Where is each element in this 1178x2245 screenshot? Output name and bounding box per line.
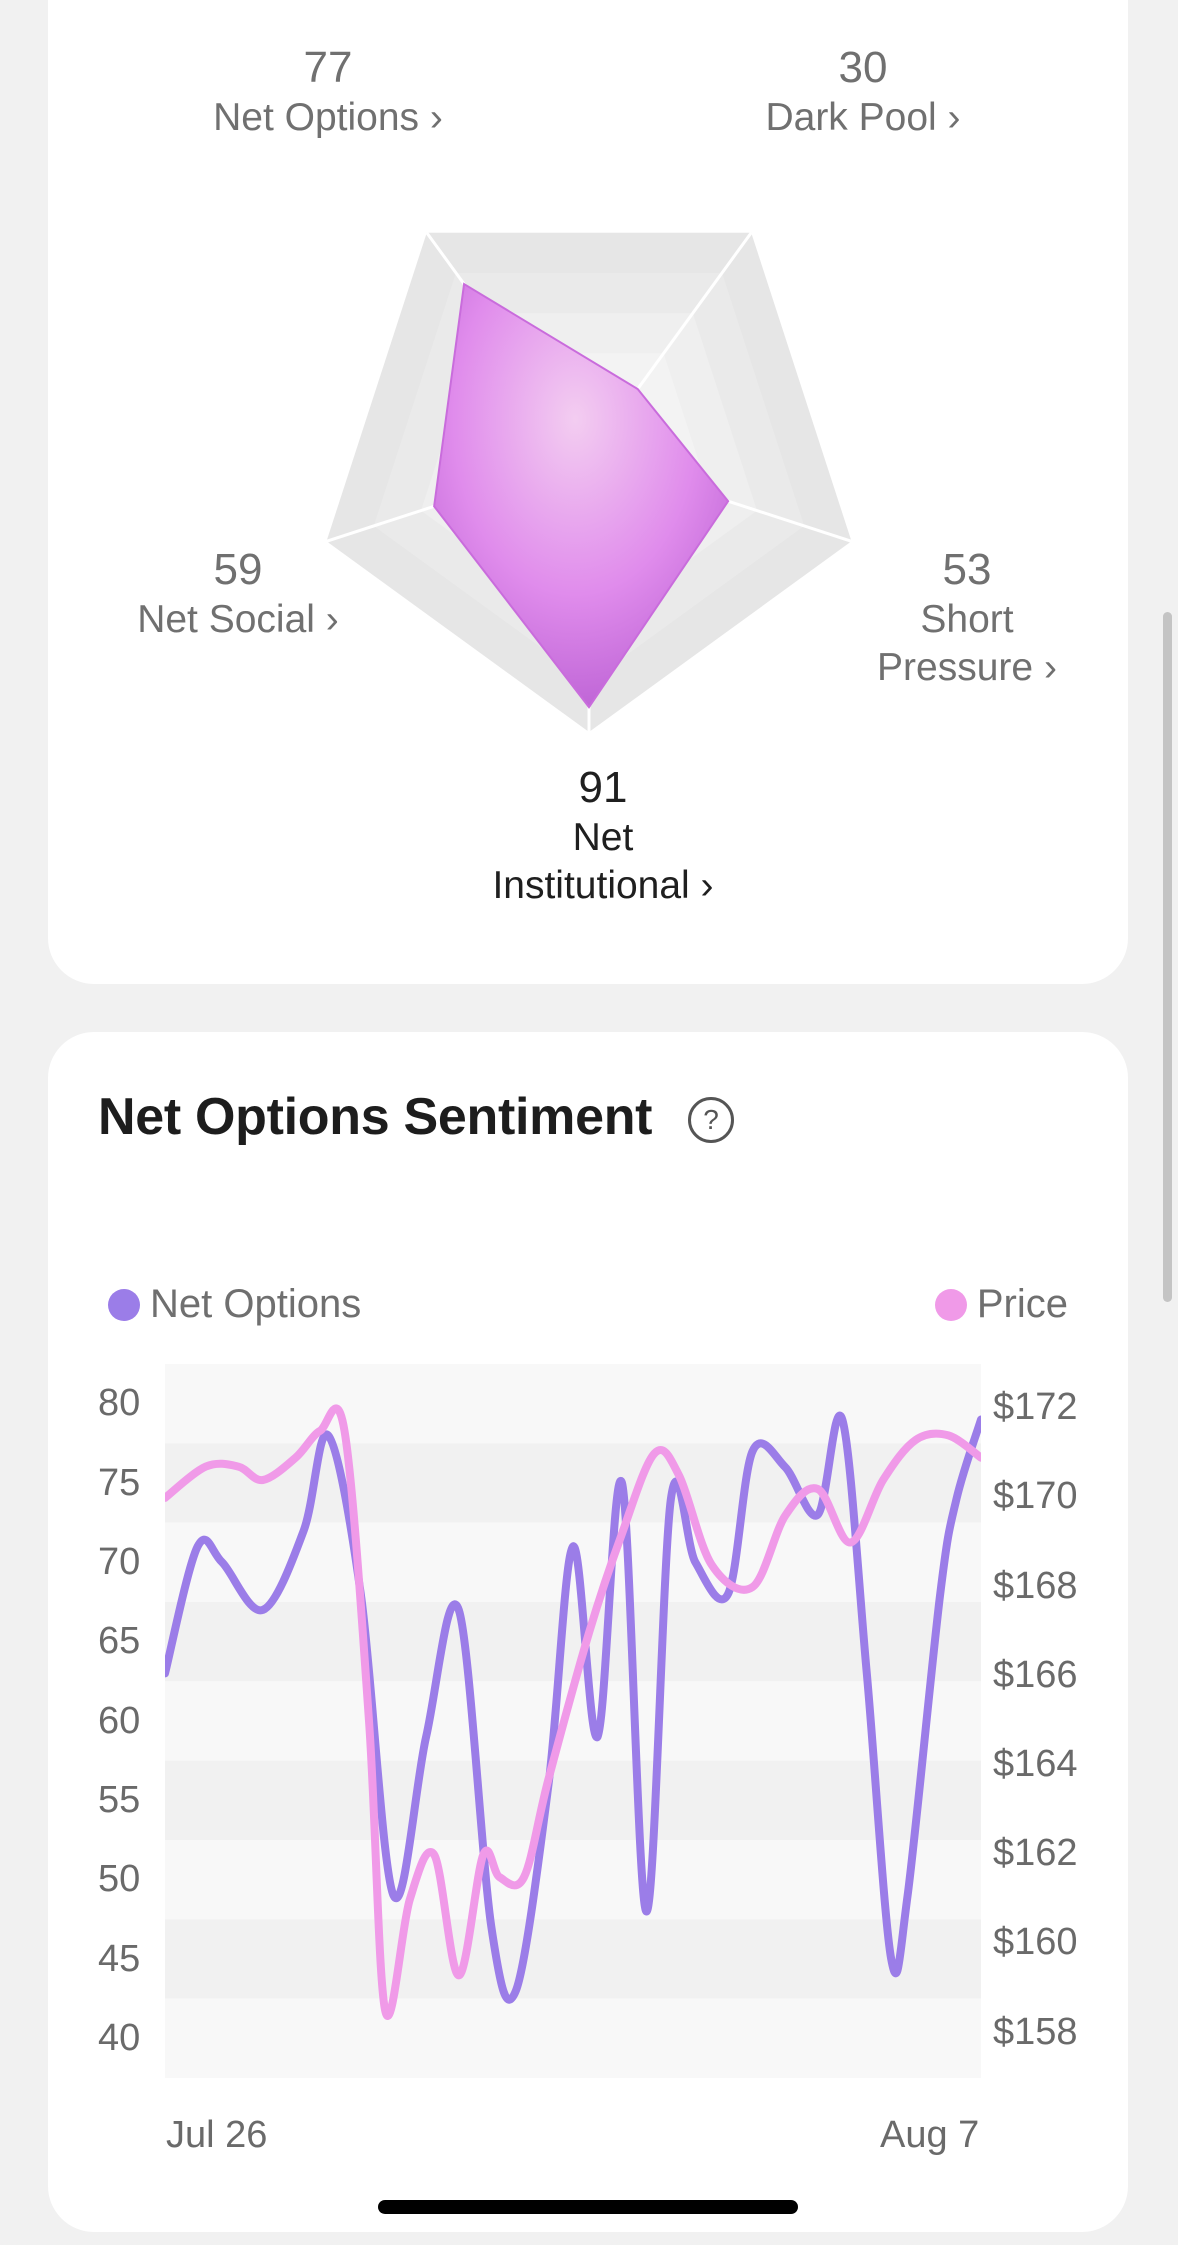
- y-left-tick: 80: [98, 1382, 141, 1424]
- radar-name-dark-pool: Dark Pool ›: [765, 96, 961, 139]
- radar-name-net-social: Net Social ›: [137, 598, 339, 641]
- y-right-tick: $172: [993, 1386, 1078, 1428]
- x-axis-start-label: Jul 26: [166, 2114, 268, 2156]
- radar-value-dark-pool: 30: [838, 43, 888, 92]
- legend-net-options: Net Options: [108, 1282, 361, 1327]
- chart-grid-band: [165, 1998, 981, 2078]
- sentiment-chart: [165, 1364, 981, 2078]
- y-left-tick: 45: [98, 1938, 141, 1980]
- chart-lines: [165, 1404, 981, 2020]
- radar-label-dark-pool[interactable]: 30 Dark Pool ›: [748, 42, 978, 142]
- y-right-tick: $162: [993, 1832, 1078, 1874]
- radar-label-short-pressure[interactable]: 53 Short Pressure ›: [872, 544, 1062, 692]
- radar-card: 77 Net Options › 30 Dark Pool › 59 Net S…: [48, 0, 1128, 984]
- y-right-tick: $168: [993, 1565, 1078, 1607]
- chart-grid-band: [165, 1602, 981, 1682]
- home-indicator[interactable]: [378, 2200, 798, 2214]
- y-left-tick: 70: [98, 1541, 141, 1583]
- radar-label-net-options[interactable]: 77 Net Options ›: [198, 42, 458, 142]
- radar-value-net-options: 77: [303, 43, 353, 92]
- y-right-tick: $158: [993, 2011, 1078, 2053]
- radar-value-net-institutional: 91: [578, 763, 628, 812]
- y-left-tick: 60: [98, 1700, 141, 1742]
- scrollbar[interactable]: [1163, 612, 1172, 1302]
- radar-label-net-social[interactable]: 59 Net Social ›: [128, 544, 348, 644]
- radar-name-net-options: Net Options ›: [213, 96, 443, 139]
- y-right-tick: $164: [993, 1743, 1078, 1785]
- legend-price-dot: [934, 1288, 967, 1321]
- y-left-tick: 75: [98, 1462, 141, 1504]
- y-left-tick: 55: [98, 1779, 141, 1821]
- chart-grid-band: [165, 1919, 981, 1999]
- legend-price: Price: [934, 1282, 1068, 1327]
- x-axis-end-label: Aug 7: [880, 2114, 980, 2156]
- y-right-tick: $170: [993, 1475, 1078, 1517]
- legend-net-options-label: Net Options: [150, 1282, 362, 1326]
- radar-name-short-pressure: Short Pressure ›: [877, 598, 1057, 689]
- y-left-tick: 50: [98, 1858, 141, 1900]
- legend-net-options-dot: [108, 1288, 140, 1321]
- chart-grid-band: [165, 1364, 981, 1444]
- chart-grid-band: [165, 1443, 981, 1523]
- radar-label-net-institutional[interactable]: 91 Net Institutional ›: [478, 762, 728, 910]
- radar-name-net-institutional: Net Institutional ›: [492, 816, 714, 907]
- sentiment-title: Net Options Sentiment: [98, 1088, 653, 1146]
- y-right-tick: $160: [993, 1921, 1078, 1963]
- y-left-tick: 40: [98, 2017, 141, 2059]
- radar-value-short-pressure: 53: [942, 545, 992, 594]
- radar-value-net-social: 59: [213, 545, 263, 594]
- chart-grid-band: [165, 1840, 981, 1920]
- y-right-tick: $166: [993, 1654, 1078, 1696]
- sentiment-card: Net Options Sentiment ? Net Options Pric…: [48, 1032, 1128, 2232]
- price-line: [165, 1404, 981, 2020]
- y-left-tick: 65: [98, 1620, 141, 1662]
- radar-chart: [326, 231, 852, 732]
- chart-grid-band: [165, 1760, 981, 1840]
- radar-score-shape: [433, 282, 730, 709]
- legend-price-label: Price: [976, 1282, 1068, 1326]
- help-icon[interactable]: ?: [688, 1097, 734, 1143]
